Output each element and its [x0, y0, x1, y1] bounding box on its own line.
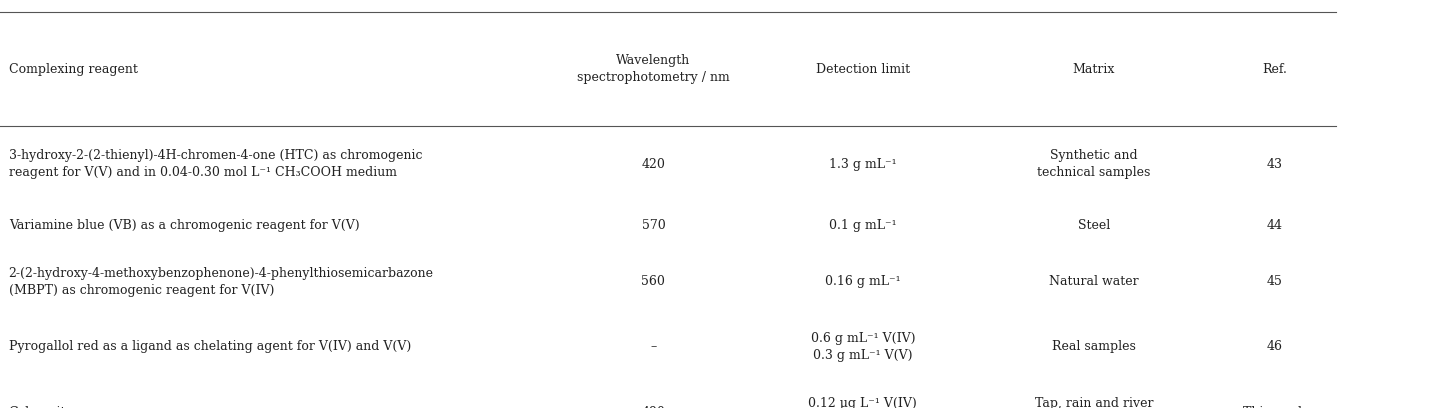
Text: 44: 44	[1266, 219, 1282, 232]
Text: 46: 46	[1266, 340, 1282, 353]
Text: This work: This work	[1243, 406, 1305, 408]
Text: 45: 45	[1266, 275, 1282, 288]
Text: Complexing reagent: Complexing reagent	[9, 63, 137, 76]
Text: Wavelength
spectrophotometry / nm: Wavelength spectrophotometry / nm	[578, 54, 729, 84]
Text: 3-hydroxy-2-(2-thienyl)-4H-chromen-4-one (HTC) as chromogenic
reagent for V(V) a: 3-hydroxy-2-(2-thienyl)-4H-chromen-4-one…	[9, 149, 422, 179]
Text: 0.6 g mL⁻¹ V(IV)
0.3 g mL⁻¹ V(V): 0.6 g mL⁻¹ V(IV) 0.3 g mL⁻¹ V(V)	[810, 332, 915, 362]
Text: 0.16 g mL⁻¹: 0.16 g mL⁻¹	[825, 275, 901, 288]
Text: 1.3 g mL⁻¹: 1.3 g mL⁻¹	[829, 158, 897, 171]
Text: 570: 570	[641, 219, 666, 232]
Text: 0.12 μg L⁻¹ V(IV)
0.18 μg L⁻¹ V(V): 0.12 μg L⁻¹ V(IV) 0.18 μg L⁻¹ V(V)	[809, 397, 917, 408]
Text: –: –	[650, 340, 657, 353]
Text: 2-(2-hydroxy-4-methoxybenzophenone)-4-phenylthiosemicarbazone
(MBPT) as chromoge: 2-(2-hydroxy-4-methoxybenzophenone)-4-ph…	[9, 266, 433, 297]
Text: 560: 560	[641, 275, 666, 288]
Text: 490: 490	[641, 406, 666, 408]
Text: Calmagite: Calmagite	[9, 406, 74, 408]
Text: Ref.: Ref.	[1262, 63, 1287, 76]
Text: Matrix: Matrix	[1073, 63, 1115, 76]
Text: Steel: Steel	[1077, 219, 1110, 232]
Text: 420: 420	[641, 158, 666, 171]
Text: Real samples: Real samples	[1051, 340, 1136, 353]
Text: Natural water: Natural water	[1048, 275, 1139, 288]
Text: Detection limit: Detection limit	[816, 63, 910, 76]
Text: Synthetic and
technical samples: Synthetic and technical samples	[1037, 149, 1151, 179]
Text: Pyrogallol red as a ligand as chelating agent for V(IV) and V(V): Pyrogallol red as a ligand as chelating …	[9, 340, 412, 353]
Text: 0.1 g mL⁻¹: 0.1 g mL⁻¹	[829, 219, 897, 232]
Text: 43: 43	[1266, 158, 1282, 171]
Text: Variamine blue (VB) as a chromogenic reagent for V(V): Variamine blue (VB) as a chromogenic rea…	[9, 219, 360, 232]
Text: Tap, rain and river
water: Tap, rain and river water	[1034, 397, 1154, 408]
